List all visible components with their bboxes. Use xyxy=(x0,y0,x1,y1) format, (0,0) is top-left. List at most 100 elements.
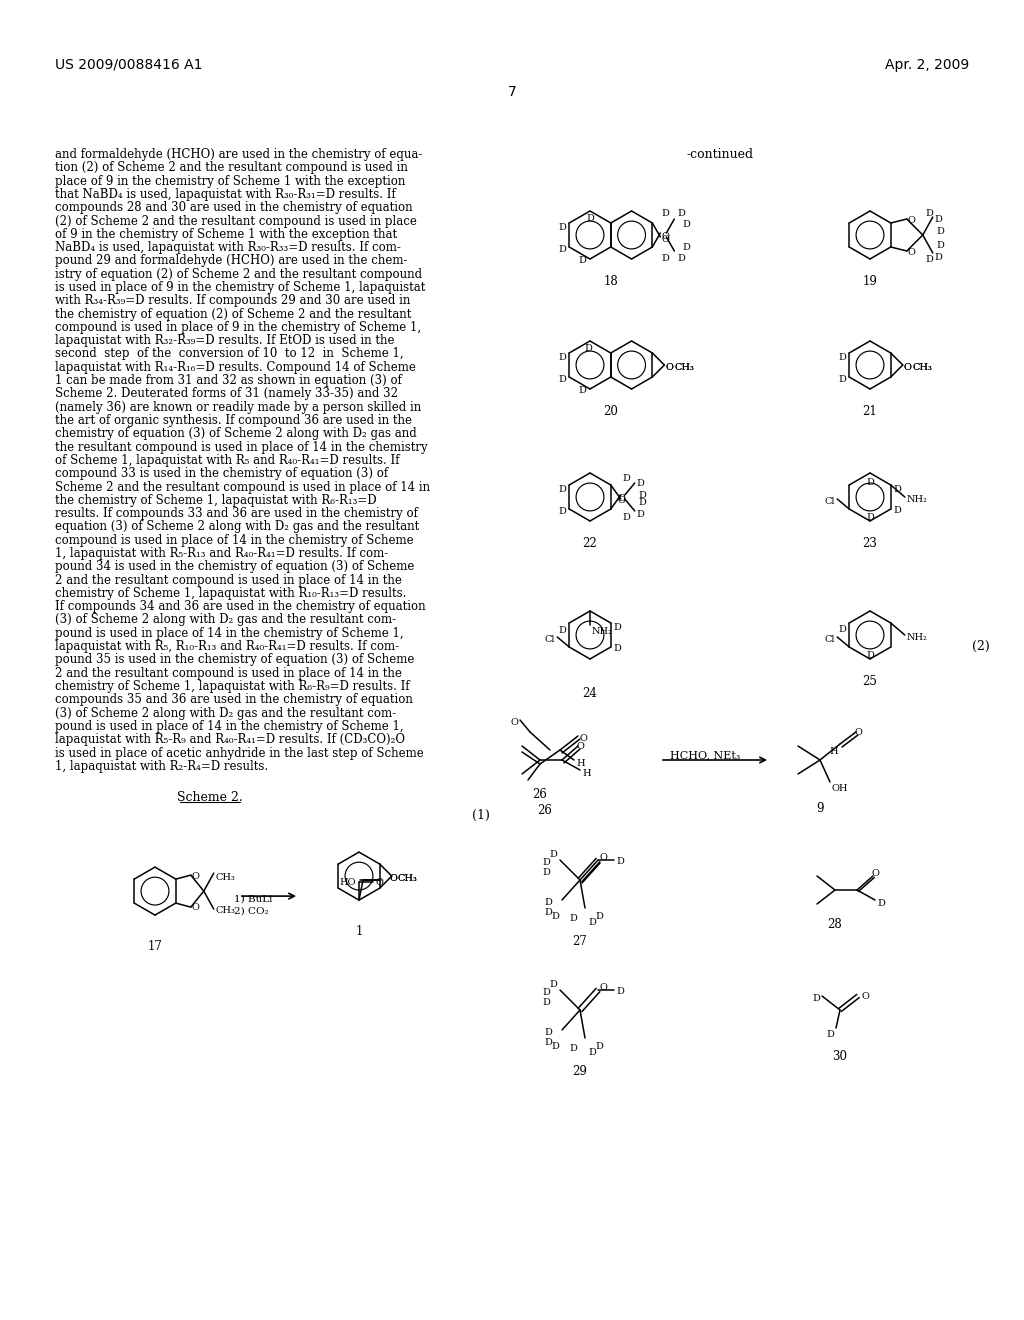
Text: D: D xyxy=(569,913,577,923)
Text: O: O xyxy=(854,729,862,737)
Text: If compounds 34 and 36 are used in the chemistry of equation: If compounds 34 and 36 are used in the c… xyxy=(55,601,426,614)
Text: CH₃: CH₃ xyxy=(397,874,418,883)
Text: O: O xyxy=(600,983,608,993)
Text: O: O xyxy=(666,363,673,372)
Text: O: O xyxy=(871,869,879,878)
Text: pound is used in place of 14 in the chemistry of Scheme 1,: pound is used in place of 14 in the chem… xyxy=(55,627,403,640)
Text: D: D xyxy=(866,513,873,521)
Text: NH₂: NH₂ xyxy=(592,627,613,636)
Text: Scheme 2 and the resultant compound is used in place of 14 in: Scheme 2 and the resultant compound is u… xyxy=(55,480,430,494)
Text: O: O xyxy=(662,232,670,242)
Text: D: D xyxy=(662,209,670,218)
Text: 25: 25 xyxy=(862,675,878,688)
Text: NaBD₄ is used, lapaquistat with R₃₀-R₃₃=D results. If com-: NaBD₄ is used, lapaquistat with R₃₀-R₃₃=… xyxy=(55,242,400,253)
Text: D: D xyxy=(812,994,820,1003)
Text: with R₃₄-R₃₉=D results. If compounds 29 and 30 are used in: with R₃₄-R₃₉=D results. If compounds 29 … xyxy=(55,294,411,308)
Text: NH₂: NH₂ xyxy=(907,634,928,642)
Text: D: D xyxy=(616,857,624,866)
Text: 27: 27 xyxy=(572,935,588,948)
Text: D: D xyxy=(558,352,566,362)
Text: O: O xyxy=(577,742,584,751)
Text: compounds 35 and 36 are used in the chemistry of equation: compounds 35 and 36 are used in the chem… xyxy=(55,693,413,706)
Text: Scheme 2. Deuterated forms of 31 (namely 33-35) and 32: Scheme 2. Deuterated forms of 31 (namely… xyxy=(55,387,398,400)
Text: D: D xyxy=(569,1044,577,1053)
Text: CH₃: CH₃ xyxy=(912,363,933,372)
Text: D: D xyxy=(551,1041,559,1051)
Text: CH₃: CH₃ xyxy=(216,873,236,882)
Text: D: D xyxy=(558,507,566,516)
Text: lapaquistat with R₅, R₁₀-R₁₃ and R₄₀-R₄₁=D results. If com-: lapaquistat with R₅, R₁₀-R₁₃ and R₄₀-R₄₁… xyxy=(55,640,399,653)
Text: O: O xyxy=(904,363,911,372)
Text: D: D xyxy=(542,869,550,876)
Text: D: D xyxy=(542,858,550,867)
Text: D: D xyxy=(544,1028,552,1038)
Text: D: D xyxy=(935,253,943,261)
Text: D: D xyxy=(839,624,846,634)
Text: istry of equation (2) of Scheme 2 and the resultant compound: istry of equation (2) of Scheme 2 and th… xyxy=(55,268,422,281)
Text: D: D xyxy=(542,987,550,997)
Text: D: D xyxy=(584,345,592,352)
Text: CH₃: CH₃ xyxy=(397,874,418,883)
Text: D: D xyxy=(544,1038,552,1047)
Text: 19: 19 xyxy=(862,275,878,288)
Text: D: D xyxy=(637,510,645,519)
Text: is used in place of 9 in the chemistry of Scheme 1, lapaquistat: is used in place of 9 in the chemistry o… xyxy=(55,281,425,294)
Text: equation (3) of Scheme 2 along with D₂ gas and the resultant: equation (3) of Scheme 2 along with D₂ g… xyxy=(55,520,419,533)
Text: the chemistry of Scheme 1, lapaquistat with R₆-R₁₃=D: the chemistry of Scheme 1, lapaquistat w… xyxy=(55,494,377,507)
Text: lapaquistat with R₁₄-R₁₆=D results. Compound 14 of Scheme: lapaquistat with R₁₄-R₁₆=D results. Comp… xyxy=(55,360,416,374)
Text: H: H xyxy=(582,770,591,777)
Text: CH₃: CH₃ xyxy=(912,363,933,372)
Text: D: D xyxy=(894,484,902,494)
Text: lapaquistat with R₅-R₉ and R₄₀-R₄₁=D results. If (CD₃CO)₂O: lapaquistat with R₅-R₉ and R₄₀-R₄₁=D res… xyxy=(55,733,406,746)
Text: of 9 in the chemistry of Scheme 1 with the exception that: of 9 in the chemistry of Scheme 1 with t… xyxy=(55,228,397,240)
Text: results. If compounds 33 and 36 are used in the chemistry of: results. If compounds 33 and 36 are used… xyxy=(55,507,418,520)
Text: pound 34 is used in the chemistry of equation (3) of Scheme: pound 34 is used in the chemistry of equ… xyxy=(55,560,415,573)
Text: D: D xyxy=(623,474,631,483)
Text: O: O xyxy=(666,363,673,372)
Text: D: D xyxy=(639,498,647,507)
Text: D: D xyxy=(588,1048,596,1057)
Text: 23: 23 xyxy=(862,537,878,550)
Text: D: D xyxy=(549,979,557,989)
Text: Scheme 2.: Scheme 2. xyxy=(177,791,243,804)
Text: D: D xyxy=(544,908,552,917)
Text: of Scheme 1, lapaquistat with R₅ and R₄₀-R₄₁=D results. If: of Scheme 1, lapaquistat with R₅ and R₄₀… xyxy=(55,454,399,467)
Text: pound 29 and formaldehyde (HCHO) are used in the chem-: pound 29 and formaldehyde (HCHO) are use… xyxy=(55,255,408,268)
Text: D: D xyxy=(623,513,631,521)
Text: CH₃: CH₃ xyxy=(675,363,694,372)
Text: compounds 28 and 30 are used in the chemistry of equation: compounds 28 and 30 are used in the chem… xyxy=(55,201,413,214)
Text: 29: 29 xyxy=(572,1065,588,1078)
Text: O: O xyxy=(390,874,397,883)
Text: D: D xyxy=(839,352,846,362)
Text: D: D xyxy=(616,987,624,997)
Text: HO: HO xyxy=(340,878,356,887)
Text: D: D xyxy=(937,242,945,249)
Text: D: D xyxy=(935,215,943,224)
Text: -continued: -continued xyxy=(686,148,754,161)
Text: D: D xyxy=(866,478,873,487)
Text: chemistry of Scheme 1, lapaquistat with R₁₀-R₁₃=D results.: chemistry of Scheme 1, lapaquistat with … xyxy=(55,587,407,599)
Text: compound is used in place of 14 in the chemistry of Scheme: compound is used in place of 14 in the c… xyxy=(55,533,414,546)
Text: D: D xyxy=(595,912,603,921)
Text: NH₂: NH₂ xyxy=(907,495,928,504)
Text: O: O xyxy=(861,993,869,1001)
Text: D: D xyxy=(558,223,566,232)
Text: D: D xyxy=(877,899,885,908)
Text: D: D xyxy=(682,220,690,228)
Text: (namely 36) are known or readily made by a person skilled in: (namely 36) are known or readily made by… xyxy=(55,401,421,413)
Text: O: O xyxy=(904,363,911,372)
Text: 2 and the resultant compound is used in place of 14 in the: 2 and the resultant compound is used in … xyxy=(55,574,401,586)
Text: HCHO, NEt₃: HCHO, NEt₃ xyxy=(670,750,740,760)
Text: D: D xyxy=(613,644,622,653)
Text: 30: 30 xyxy=(833,1049,848,1063)
Text: US 2009/0088416 A1: US 2009/0088416 A1 xyxy=(55,58,203,73)
Text: OH: OH xyxy=(831,784,849,793)
Text: Cl: Cl xyxy=(824,635,836,644)
Text: place of 9 in the chemistry of Scheme 1 with the exception: place of 9 in the chemistry of Scheme 1 … xyxy=(55,174,406,187)
Text: O: O xyxy=(580,734,588,743)
Text: tion (2) of Scheme 2 and the resultant compound is used in: tion (2) of Scheme 2 and the resultant c… xyxy=(55,161,408,174)
Text: (1): (1) xyxy=(472,809,490,822)
Text: D: D xyxy=(677,209,685,218)
Text: D: D xyxy=(588,917,596,927)
Text: that NaBD₄ is used, lapaquistat with R₃₀-R₃₁=D results. If: that NaBD₄ is used, lapaquistat with R₃₀… xyxy=(55,187,395,201)
